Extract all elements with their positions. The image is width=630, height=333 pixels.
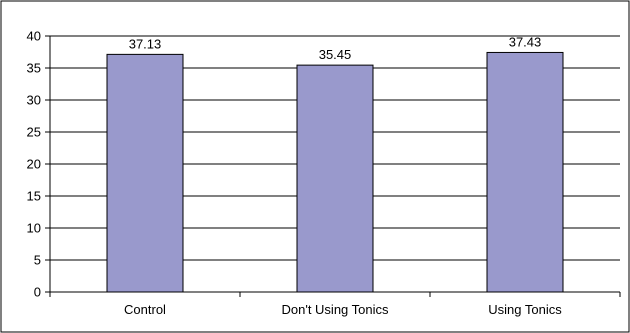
data-label: 37.13 bbox=[129, 36, 162, 51]
x-category-label: Using Tonics bbox=[488, 302, 562, 317]
y-tick-label: 10 bbox=[27, 221, 41, 236]
x-category-label: Don't Using Tonics bbox=[281, 302, 389, 317]
y-tick-label: 20 bbox=[27, 157, 41, 172]
y-tick-label: 15 bbox=[27, 189, 41, 204]
y-tick-label: 40 bbox=[27, 29, 41, 44]
data-label: 37.43 bbox=[509, 34, 542, 49]
y-tick-label: 0 bbox=[34, 285, 41, 300]
axes bbox=[45, 35, 621, 297]
y-tick-label: 30 bbox=[27, 93, 41, 108]
y-tick-label: 5 bbox=[34, 253, 41, 268]
x-category-label: Control bbox=[124, 302, 166, 317]
data-label: 35.45 bbox=[319, 47, 352, 62]
labels: 0 5 10 15 20 25 30 35 40 37.13 Control 35.45 Don't U… bbox=[27, 29, 563, 318]
y-tick-label: 25 bbox=[27, 125, 41, 140]
bar-don-t-using-tonics bbox=[296, 64, 374, 293]
bars bbox=[106, 51, 564, 293]
y-tick-label: 35 bbox=[27, 61, 41, 76]
bar-control bbox=[106, 53, 184, 293]
bar-using-tonics bbox=[486, 51, 564, 293]
